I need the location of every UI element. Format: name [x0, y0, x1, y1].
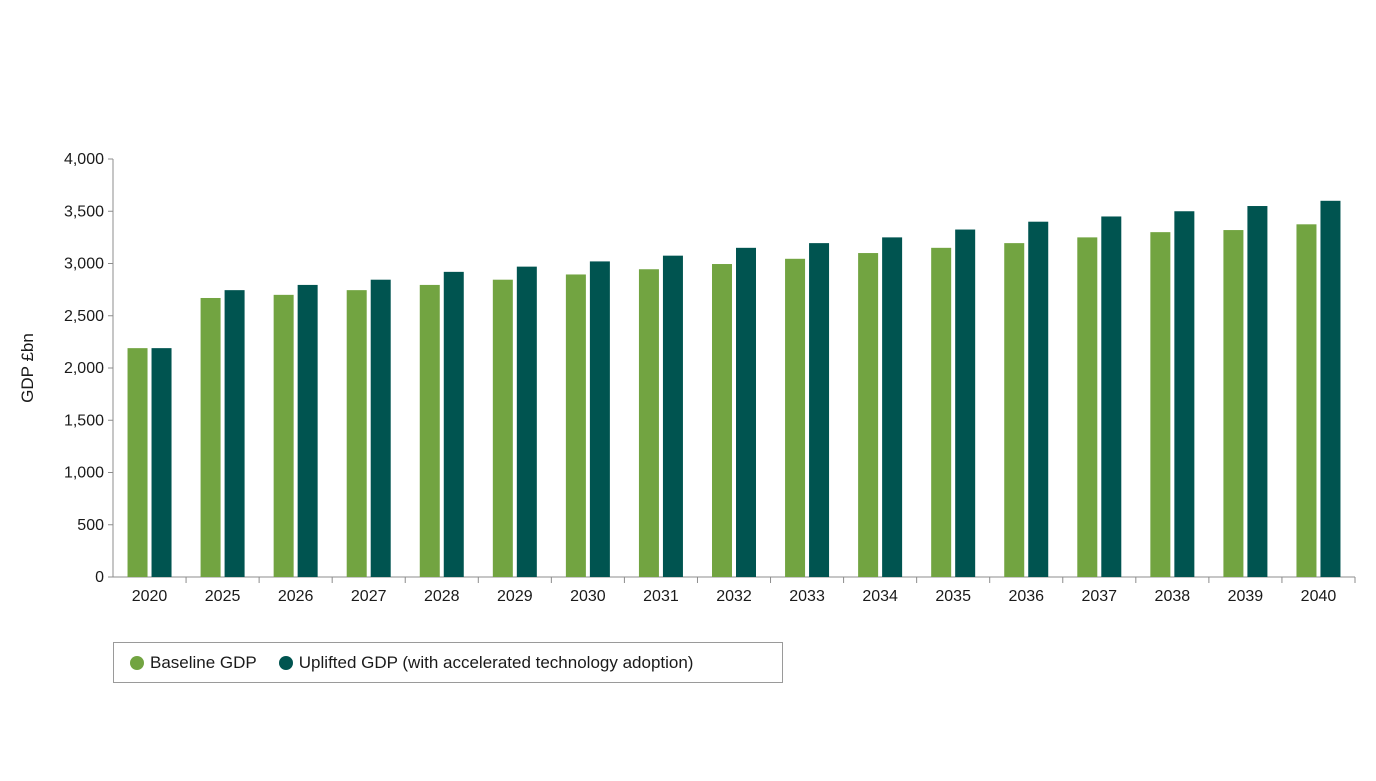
bar-baseline-2036	[1004, 243, 1025, 577]
x-tick-label: 2031	[643, 588, 679, 605]
x-tick-label: 2035	[935, 588, 971, 605]
axis-labels: 0 500 1,000 1,500 2,000 2,500 3,000 3,500 4,000 G…	[18, 151, 1336, 605]
bar-baseline-2039	[1223, 230, 1244, 577]
x-tick-label: 2020	[132, 588, 168, 605]
y-tick-label: 1,000	[64, 465, 104, 482]
bar-uplifted-2029	[516, 266, 537, 577]
bar-uplifted-2039	[1247, 206, 1268, 577]
y-tick-label: 4,000	[64, 151, 104, 168]
bar-uplifted-2031	[662, 255, 683, 577]
legend-label-uplifted: Uplifted GDP (with accelerated technolog…	[298, 652, 694, 672]
bar-baseline-2020	[127, 348, 148, 577]
axes	[108, 158, 1356, 583]
bar-uplifted-2030	[589, 261, 610, 577]
x-tick-label: 2025	[205, 588, 241, 605]
bar-uplifted-2034	[882, 237, 903, 577]
y-tick-label: 2,000	[64, 360, 104, 377]
legend-swatch-baseline-icon	[130, 655, 144, 670]
x-tick-label: 2030	[570, 588, 606, 605]
bar-uplifted-2040	[1320, 200, 1341, 578]
bar-uplifted-2037	[1101, 216, 1122, 577]
x-tick-label: 2038	[1155, 588, 1191, 605]
bar-uplifted-2032	[736, 247, 756, 577]
bar-baseline-2038	[1150, 232, 1171, 577]
bar-uplifted-2035	[955, 229, 976, 577]
y-tick-label: 500	[77, 517, 104, 534]
bar-baseline-2030	[565, 274, 586, 577]
y-tick-label: 1,500	[64, 412, 104, 429]
x-tick-label: 2026	[278, 588, 314, 605]
bars	[127, 200, 1341, 578]
bar-baseline-2029	[492, 279, 513, 577]
y-tick-label: 0	[95, 569, 104, 586]
bar-baseline-2027	[346, 290, 367, 577]
y-tick-label: 2,500	[64, 308, 104, 325]
y-tick-label: 3,500	[64, 203, 104, 220]
bar-uplifted-2025	[224, 290, 245, 577]
bar-baseline-2033	[785, 258, 806, 577]
x-tick-label: 2036	[1008, 588, 1044, 605]
x-tick-label: 2028	[424, 588, 460, 605]
legend-label-baseline: Baseline GDP	[150, 652, 257, 672]
bar-baseline-2034	[858, 253, 879, 578]
bar-uplifted-2036	[1028, 221, 1049, 577]
bar-baseline-2037	[1077, 237, 1098, 577]
bar-baseline-2035	[931, 247, 952, 577]
y-axis-title: GDP £bn	[18, 333, 37, 403]
legend-item-baseline: Baseline GDP	[130, 653, 257, 673]
x-tick-label: 2039	[1228, 588, 1264, 605]
legend-swatch-uplifted-icon	[278, 655, 293, 670]
bar-baseline-2025	[200, 297, 221, 577]
x-tick-label: 2032	[716, 588, 752, 605]
x-tick-label: 2029	[497, 588, 533, 605]
x-tick-label: 2027	[351, 588, 387, 605]
bar-uplifted-2026	[297, 284, 318, 577]
bar-uplifted-2033	[809, 243, 830, 577]
legend: Baseline GDP Uplifted GDP (with accelera…	[113, 642, 783, 683]
x-tick-label: 2034	[862, 588, 898, 605]
bar-baseline-2040	[1296, 224, 1317, 577]
bar-uplifted-2020	[151, 348, 172, 577]
bar-baseline-2032	[712, 264, 732, 577]
legend-item-uplifted: Uplifted GDP (with accelerated technolog…	[278, 652, 694, 673]
bar-baseline-2031	[638, 269, 659, 577]
bar-uplifted-2028	[443, 271, 464, 577]
x-tick-label: 2037	[1081, 588, 1117, 605]
x-tick-label: 2033	[789, 588, 825, 605]
y-tick-label: 3,000	[64, 256, 104, 273]
bar-baseline-2026	[273, 294, 294, 577]
bar-uplifted-2038	[1174, 211, 1195, 577]
bar-baseline-2028	[419, 284, 440, 577]
bar-uplifted-2027	[370, 279, 391, 577]
x-tick-label: 2040	[1301, 588, 1337, 605]
